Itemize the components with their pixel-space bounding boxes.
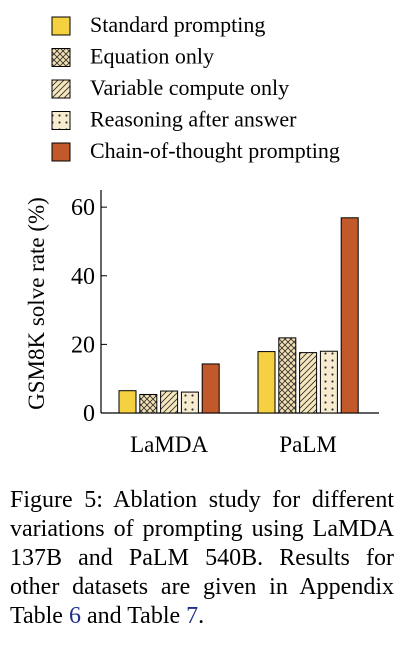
bar-palm-0 [257,351,276,414]
bar-lamda-2 [160,390,179,414]
axes: 0 20 40 60 GSM8K solve rate (%) [24,190,379,427]
y-tick-label-3: 60 [71,195,95,221]
x-tick-label-0: LaMDA [130,432,208,457]
legend-swatch-4 [51,142,71,162]
y-tick-label-1: 20 [71,332,95,358]
caption-text-end: . [198,603,205,629]
bar-lamda-1 [139,393,158,414]
bar-lamda-0 [118,390,137,414]
legend-swatch-3 [51,111,71,130]
legend-label-4: Chain-of-thought prompting [90,138,340,163]
bar-palm-1 [278,337,297,414]
bar-lamda-4 [201,363,220,414]
y-tick-label-2: 40 [71,264,95,290]
caption-text: Figure 5: Ablation study for different v… [10,487,394,629]
legend-label-0: Standard prompting [90,12,265,37]
table-6-link[interactable]: 6 [68,603,81,629]
x-tick-label-1: PaLM [279,432,337,457]
bar-palm-3 [319,350,338,414]
y-axis-label: GSM8K solve rate (%) [24,197,49,410]
bar-palm-2 [299,352,318,414]
y-tick-label-0: 0 [83,401,95,427]
table-7-link[interactable]: 7 [186,603,199,629]
legend-label-3: Reasoning after answer [90,107,297,132]
legend-swatch-1 [51,48,71,67]
legend-label-1: Equation only [90,44,214,69]
caption-text-middle: and Table [80,603,187,629]
bar-palm-4 [340,217,359,414]
bars: LaMDA PaLM [118,217,359,457]
legend-swatch-2 [51,79,71,99]
bar-lamda-3 [180,391,199,414]
legend-label-2: Variable compute only [90,75,289,100]
figure-caption: Figure 5: Ablation study for different v… [10,486,394,631]
legend: Standard prompting Equation only Variable … [51,12,340,163]
legend-swatch-0 [51,16,71,36]
